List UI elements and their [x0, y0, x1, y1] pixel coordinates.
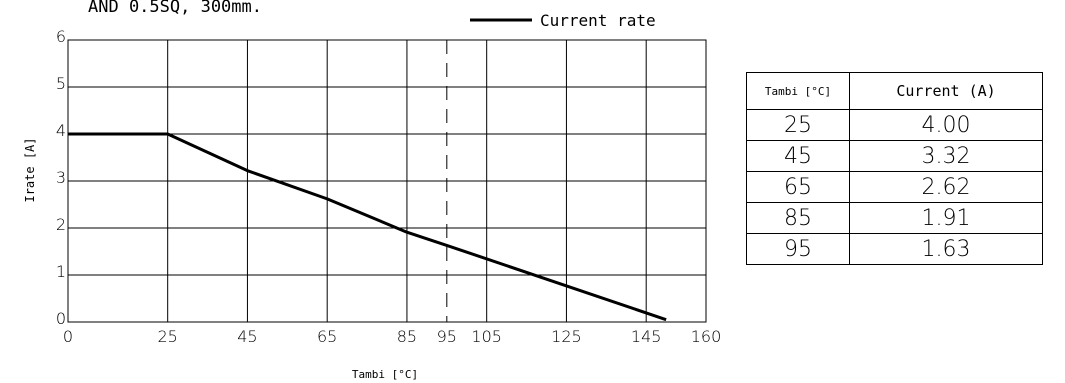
table-cell-current: 1.63 [849, 233, 1043, 265]
table-header-current: Current (A) [849, 72, 1043, 110]
y-tick-label: 6 [56, 27, 66, 46]
series-line-current-rate [68, 132, 667, 322]
y-axis-ticks: 0 1 2 3 4 5 6 [56, 27, 66, 328]
x-tick-label: 125 [551, 327, 582, 346]
legend: Current rate [470, 11, 656, 30]
y-axis-label: Irate [A] [23, 137, 37, 202]
table-cell-current: 3.32 [849, 140, 1043, 172]
chart-series [68, 132, 667, 322]
current-table: Tambi [°C] Current (A) 25 4.00 45 3.32 6… [746, 72, 1043, 265]
table-cell-current: 2.62 [849, 171, 1043, 203]
x-tick-label: 45 [237, 327, 257, 346]
table-row: 85 1.91 [746, 202, 1043, 234]
x-tick-label: 160 [691, 327, 722, 346]
current-rate-chart: AND 0.5SQ, 300mm. 0 25 45 65 85 95 105 125 145 16… [23, 0, 721, 381]
y-tick-label: 2 [56, 215, 66, 234]
y-tick-label: 0 [56, 309, 66, 328]
x-tick-label: 25 [158, 327, 178, 346]
table-cell-temp: 95 [746, 233, 850, 265]
y-tick-label: 3 [56, 168, 66, 187]
table-cell-current: 4.00 [849, 109, 1043, 141]
legend-label: Current rate [540, 11, 656, 30]
x-tick-label: 65 [317, 327, 337, 346]
x-axis-label: Tambi [°C] [352, 368, 418, 381]
table-row: 25 4.00 [746, 109, 1043, 141]
x-tick-label: 145 [631, 327, 662, 346]
table-cell-temp: 65 [746, 171, 850, 203]
x-tick-label: 95 [437, 327, 457, 346]
y-tick-label: 4 [56, 121, 66, 140]
table-cell-temp: 85 [746, 202, 850, 234]
y-tick-label: 1 [56, 262, 66, 281]
table-cell-current: 1.91 [849, 202, 1043, 234]
x-tick-label: 105 [471, 327, 502, 346]
chart-grid [67, 39, 707, 323]
table-header-temp: Tambi [°C] [746, 72, 850, 110]
y-tick-label: 5 [56, 74, 66, 93]
table-row: 65 2.62 [746, 171, 1043, 203]
table-cell-temp: 45 [746, 140, 850, 172]
x-axis-ticks: 0 25 45 65 85 95 105 125 145 160 [63, 327, 721, 346]
chart-title: AND 0.5SQ, 300mm. [88, 0, 262, 17]
x-tick-label: 0 [63, 327, 73, 346]
table-header-row: Tambi [°C] Current (A) [746, 72, 1043, 110]
table-cell-temp: 25 [746, 109, 850, 141]
table-row: 45 3.32 [746, 140, 1043, 172]
x-tick-label: 85 [397, 327, 417, 346]
table-row: 95 1.63 [746, 233, 1043, 265]
